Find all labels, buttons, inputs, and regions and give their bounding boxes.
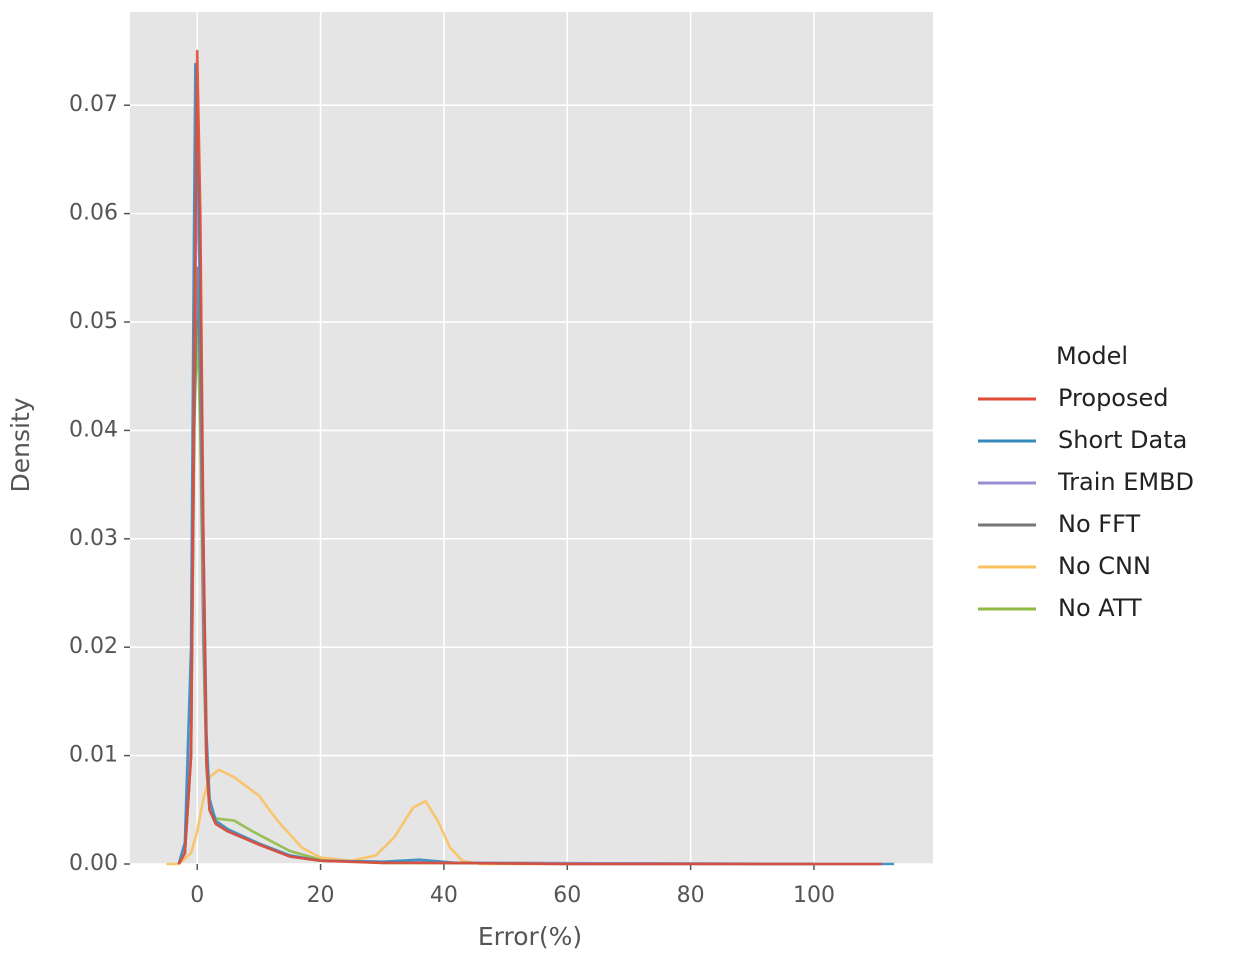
x-axis-label: Error(%) xyxy=(478,922,582,951)
density-line xyxy=(177,62,895,866)
y-tick-label: 0.07 xyxy=(69,92,118,117)
y-tick-label: 0.02 xyxy=(69,634,118,659)
x-tick-label: 60 xyxy=(553,883,581,908)
y-axis-label: Density xyxy=(6,397,35,492)
y-tick-label: 0.06 xyxy=(69,201,118,226)
y-tick-label: 0.00 xyxy=(69,851,118,876)
legend-label: No FFT xyxy=(1058,510,1140,538)
x-tick-label: 40 xyxy=(430,883,458,908)
plot-area xyxy=(130,12,933,864)
y-tick-label: 0.03 xyxy=(69,526,118,551)
legend-label: No CNN xyxy=(1058,552,1151,580)
y-tick-label: 0.01 xyxy=(69,743,118,768)
x-tick-label: 100 xyxy=(793,883,835,908)
legend-label: Train EMBD xyxy=(1057,468,1194,496)
legend-label: Short Data xyxy=(1058,426,1187,454)
x-tick-label: 20 xyxy=(307,883,335,908)
y-tick-label: 0.05 xyxy=(69,309,118,334)
y-tick-label: 0.04 xyxy=(69,417,118,442)
x-tick-label: 0 xyxy=(190,883,204,908)
legend-title: Model xyxy=(1056,342,1128,370)
density-line xyxy=(166,768,568,866)
x-tick-label: 80 xyxy=(677,883,705,908)
legend-label: Proposed xyxy=(1058,384,1169,412)
legend-label: No ATT xyxy=(1058,594,1142,622)
density-line xyxy=(177,49,882,866)
